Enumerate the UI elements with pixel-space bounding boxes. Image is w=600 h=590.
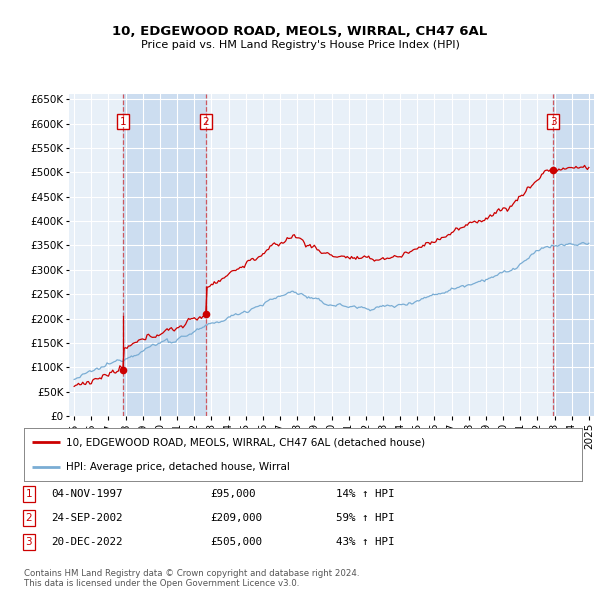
Text: 2: 2 bbox=[202, 117, 209, 127]
Text: 14% ↑ HPI: 14% ↑ HPI bbox=[336, 489, 395, 499]
Text: 10, EDGEWOOD ROAD, MEOLS, WIRRAL, CH47 6AL: 10, EDGEWOOD ROAD, MEOLS, WIRRAL, CH47 6… bbox=[112, 25, 488, 38]
Text: £505,000: £505,000 bbox=[210, 537, 262, 547]
Text: 10, EDGEWOOD ROAD, MEOLS, WIRRAL, CH47 6AL (detached house): 10, EDGEWOOD ROAD, MEOLS, WIRRAL, CH47 6… bbox=[66, 437, 425, 447]
Text: 3: 3 bbox=[25, 537, 32, 547]
Text: HPI: Average price, detached house, Wirral: HPI: Average price, detached house, Wirr… bbox=[66, 461, 290, 471]
Text: Contains HM Land Registry data © Crown copyright and database right 2024.
This d: Contains HM Land Registry data © Crown c… bbox=[24, 569, 359, 588]
Text: £209,000: £209,000 bbox=[210, 513, 262, 523]
Text: 2: 2 bbox=[25, 513, 32, 523]
Text: 3: 3 bbox=[550, 117, 556, 127]
Text: 1: 1 bbox=[25, 489, 32, 499]
Bar bbox=[123, 94, 206, 416]
Text: 24-SEP-2002: 24-SEP-2002 bbox=[51, 513, 122, 523]
Text: 1: 1 bbox=[119, 117, 126, 127]
Text: £95,000: £95,000 bbox=[210, 489, 256, 499]
Text: Price paid vs. HM Land Registry's House Price Index (HPI): Price paid vs. HM Land Registry's House … bbox=[140, 40, 460, 50]
Text: 43% ↑ HPI: 43% ↑ HPI bbox=[336, 537, 395, 547]
Text: 04-NOV-1997: 04-NOV-1997 bbox=[51, 489, 122, 499]
Text: 59% ↑ HPI: 59% ↑ HPI bbox=[336, 513, 395, 523]
Text: 20-DEC-2022: 20-DEC-2022 bbox=[51, 537, 122, 547]
Bar bbox=[553, 94, 594, 416]
